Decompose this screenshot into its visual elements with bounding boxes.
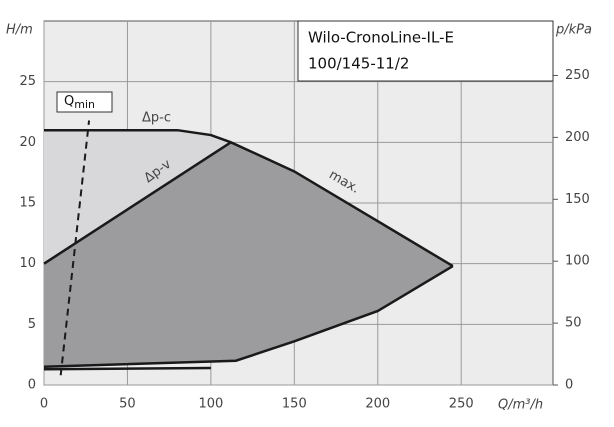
y2-tick-label: 0 (565, 378, 573, 393)
y-tick-label: 15 (19, 196, 36, 211)
x-tick-label: 150 (282, 397, 307, 412)
lines (43, 120, 454, 376)
x-tick-label: 200 (365, 397, 390, 412)
x-tick-label: 100 (198, 397, 223, 412)
y-tick-label: 5 (28, 317, 36, 332)
y2-tick-label: 250 (565, 68, 590, 83)
curve (43, 366, 211, 371)
y-tick-label: 10 (19, 256, 36, 271)
y2-axis-label: p/kPa (555, 23, 592, 38)
annotation: Δp-c (142, 111, 171, 126)
qmin-box (56, 91, 113, 113)
qmin-subscript: min (74, 98, 95, 111)
x-axis-label: Q/m³/h (498, 398, 543, 413)
x-tick-label: 0 (40, 397, 48, 412)
y2-tick-label: 200 (565, 130, 590, 145)
qmin-text: Q (64, 94, 74, 109)
qmin-label: Qmin (64, 94, 95, 112)
y-tick-label: 20 (19, 135, 36, 150)
title-box (297, 20, 554, 82)
y-axis-label: H/m (6, 23, 33, 38)
light-area (44, 130, 231, 264)
y-tick-label: 0 (28, 378, 36, 393)
chart-title: Wilo-CronoLine-IL-E (308, 29, 454, 47)
x-tick-label: 50 (119, 397, 136, 412)
y2-tick-label: 50 (565, 316, 582, 331)
y2-tick-label: 100 (565, 254, 590, 269)
y2-tick-label: 150 (565, 192, 590, 207)
chart-subtitle: 100/145-11/2 (308, 55, 409, 73)
qmin-line (59, 120, 91, 376)
curve (43, 265, 454, 369)
y-tick-label: 25 (19, 74, 36, 89)
x-tick-label: 250 (449, 397, 474, 412)
